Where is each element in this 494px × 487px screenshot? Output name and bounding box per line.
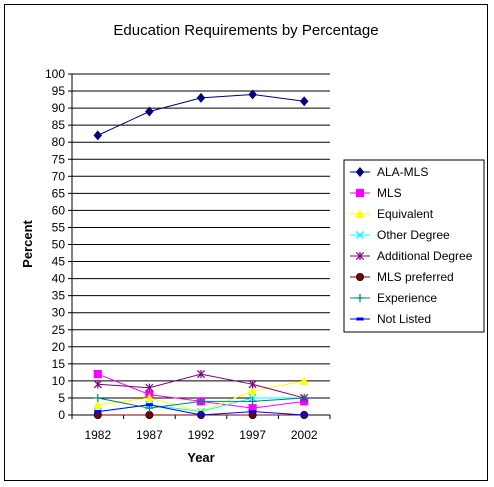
data-point-equivalent xyxy=(144,393,154,403)
y-tick-label: 55 xyxy=(52,220,66,234)
axes xyxy=(68,73,331,419)
y-tick-label: 25 xyxy=(52,323,66,337)
legend-marker xyxy=(355,230,365,240)
legend-item-not-listed: Not Listed xyxy=(350,312,431,326)
legend-item-additional-degree: Additional Degree xyxy=(350,249,473,263)
legend-label: MLS preferred xyxy=(377,270,454,284)
data-point-ala-mls xyxy=(196,92,206,103)
data-point-mls xyxy=(93,369,102,379)
legend-label: Equivalent xyxy=(377,207,434,221)
data-point-not-listed xyxy=(300,413,308,417)
data-point-additional-degree xyxy=(93,380,102,389)
gridlines xyxy=(72,73,330,399)
data-point-ala-mls xyxy=(93,130,103,141)
y-axis-label: Percent xyxy=(20,219,35,267)
x-tick-label: 1987 xyxy=(136,428,163,442)
legend-label: Other Degree xyxy=(377,228,450,242)
y-tick-label: 90 xyxy=(52,101,66,115)
legend-marker xyxy=(355,272,364,281)
series-experience xyxy=(93,393,309,413)
data-point-additional-degree xyxy=(196,369,206,379)
series-ala-mls xyxy=(93,89,309,141)
legend-label: Additional Degree xyxy=(377,249,473,263)
data-point-equivalent xyxy=(248,386,258,396)
y-tick-label: 70 xyxy=(52,169,66,183)
y-tick-label: 45 xyxy=(52,255,66,269)
y-tick-label: 30 xyxy=(52,306,66,320)
data-point-equivalent xyxy=(299,376,309,385)
data-point-experience xyxy=(93,393,102,403)
legend-item-ala-mls: ALA-MLS xyxy=(350,165,428,179)
legend-item-mls-preferred: MLS preferred xyxy=(350,270,454,284)
y-tick-label: 75 xyxy=(52,152,66,166)
legend-marker xyxy=(355,188,365,198)
x-tick-label: 1992 xyxy=(188,428,215,442)
chart-title: Education Requirements by Percentage xyxy=(113,22,378,39)
y-tick-label: 65 xyxy=(52,186,66,200)
legend-marker xyxy=(356,317,364,321)
data-point-not-listed xyxy=(94,410,102,414)
y-tick-label: 40 xyxy=(52,272,66,286)
legend-label: MLS xyxy=(377,186,402,200)
x-tick-labels: 1982 1987 1992 1997 2002 xyxy=(84,428,317,442)
data-point-additional-degree xyxy=(145,383,154,392)
y-tick-labels: 0 5 10 15 20 25 30 35 40 45 50 55 60 65 70 75 80 85 90 95 10… xyxy=(45,67,65,422)
legend-marker xyxy=(355,251,365,261)
legend-marker xyxy=(355,167,365,177)
x-tick-label: 1982 xyxy=(84,428,111,442)
y-tick-label: 5 xyxy=(58,391,65,405)
legend-item-mls: MLS xyxy=(350,186,402,200)
x-axis-label: Year xyxy=(187,450,214,465)
legend-label: Not Listed xyxy=(377,312,431,326)
series-additional-degree xyxy=(93,369,309,403)
data-point-experience xyxy=(248,397,257,406)
series-not-listed xyxy=(94,403,308,417)
legend: ALA-MLS MLS Equivalent Other Degree Addition… xyxy=(343,159,485,333)
y-tick-label: 95 xyxy=(52,84,66,98)
data-point-additional-degree xyxy=(248,380,257,389)
y-tick-label: 50 xyxy=(52,238,66,252)
y-tick-label: 85 xyxy=(52,118,66,132)
data-point-not-listed xyxy=(249,410,257,414)
data-point-experience xyxy=(196,397,206,406)
data-point-equivalent xyxy=(93,400,103,409)
data-point-not-listed xyxy=(145,403,153,407)
data-point-ala-mls xyxy=(299,96,309,107)
series-group xyxy=(93,89,309,419)
legend-marker xyxy=(355,293,365,303)
data-point-mls-preferred xyxy=(145,410,154,419)
legend-box xyxy=(343,159,485,333)
legend-marker xyxy=(355,209,365,219)
y-tick-label: 80 xyxy=(52,135,66,149)
x-tick-label: 1997 xyxy=(239,428,266,442)
data-point-experience xyxy=(300,393,309,403)
y-tick-label: 60 xyxy=(52,203,66,217)
data-point-ala-mls xyxy=(145,106,154,117)
y-tick-label: 100 xyxy=(45,67,65,81)
legend-item-other-degree: Other Degree xyxy=(350,228,450,242)
y-tick-label: 35 xyxy=(52,289,66,303)
series-equivalent xyxy=(93,376,309,416)
legend-item-equivalent: Equivalent xyxy=(350,207,434,221)
y-tick-label: 20 xyxy=(52,340,66,354)
legend-item-experience: Experience xyxy=(350,291,437,305)
data-point-not-listed xyxy=(197,413,205,417)
y-tick-label: 0 xyxy=(58,408,65,422)
legend-label: ALA-MLS xyxy=(377,165,428,179)
x-tick-label: 2002 xyxy=(291,428,318,442)
y-tick-label: 15 xyxy=(52,357,66,371)
legend-label: Experience xyxy=(377,291,437,305)
y-tick-label: 10 xyxy=(52,374,66,388)
data-point-ala-mls xyxy=(248,89,257,100)
